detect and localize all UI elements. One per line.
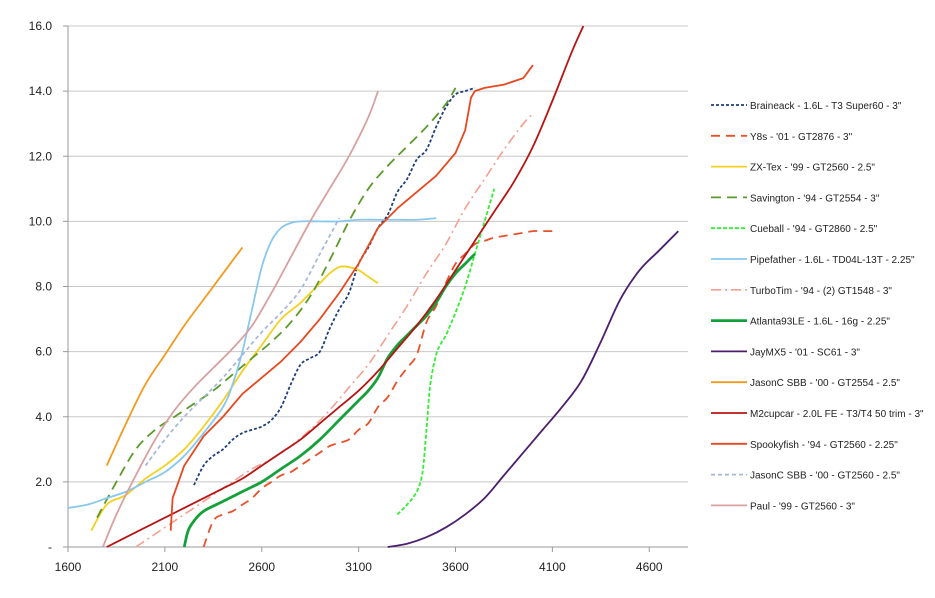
series-line-3 <box>96 87 457 519</box>
series-line-12 <box>144 217 341 467</box>
series-line-6 <box>135 113 534 548</box>
legend-label-4: Cueball - '94 - GT2860 - 2.5" <box>750 224 878 235</box>
legend-item-13: Paul - '99 - GT2560 - 3" <box>711 501 855 512</box>
gridlines <box>68 25 688 483</box>
series-line-13 <box>102 90 379 548</box>
y-tick-label-6: 12.0 <box>29 149 53 163</box>
series-line-10 <box>106 25 585 548</box>
legend-item-7: Atlanta93LE - 1.6L - 16g - 2.25" <box>711 317 890 328</box>
y-tick-label-4: 8.0 <box>35 280 52 294</box>
legend-item-2: ZX-Tex - '99 - GT2560 - 2.5" <box>711 163 875 174</box>
y-tick-label-5: 10.0 <box>29 214 53 228</box>
legend-label-2: ZX-Tex - '99 - GT2560 - 2.5" <box>750 163 875 174</box>
legend-item-5: Pipefather - 1.6L - TD04L-13T - 2.25" <box>711 255 915 266</box>
series-line-5 <box>67 217 437 509</box>
series-line-8 <box>387 230 679 548</box>
series-line-4 <box>396 188 496 516</box>
legend-item-1: Y8s - '01 - GT2876 - 3" <box>711 132 853 143</box>
y-tick-label-8: 16.0 <box>29 19 53 33</box>
legend-item-4: Cueball - '94 - GT2860 - 2.5" <box>711 224 878 235</box>
x-tick-label-5: 4100 <box>539 560 566 574</box>
series-line-1 <box>202 230 553 548</box>
x-tick-label-4: 3600 <box>442 560 469 574</box>
legend: Braineack - 1.6L - T3 Super60 - 3" Y8s - … <box>711 101 924 512</box>
x-tick-label-3: 3100 <box>345 560 372 574</box>
legend-item-11: Spookyfish - '94 - GT2560 - 2.25" <box>711 440 898 451</box>
y-tick-label-2: 4.0 <box>35 410 52 424</box>
y-tick-label-0: - <box>48 540 52 554</box>
series-line-11 <box>169 64 534 531</box>
legend-label-10: M2cupcar - 2.0L FE - T3/T4 50 trim - 3" <box>750 409 924 420</box>
legend-item-0: Braineack - 1.6L - T3 Super60 - 3" <box>711 101 902 112</box>
series-line-7 <box>182 252 476 548</box>
axes <box>63 25 688 552</box>
y-tick-label-7: 14.0 <box>29 84 53 98</box>
legend-item-6: TurboTim - '94 - (2) GT1548 - 3" <box>711 286 892 297</box>
x-tick-label-6: 4600 <box>636 560 663 574</box>
legend-item-9: JasonC SBB - '00 - GT2554 - 2.5" <box>711 378 900 389</box>
legend-label-6: TurboTim - '94 - (2) GT1548 - 3" <box>750 286 892 297</box>
series-line-2 <box>90 265 379 532</box>
legend-label-9: JasonC SBB - '00 - GT2554 - 2.5" <box>750 378 900 389</box>
legend-label-1: Y8s - '01 - GT2876 - 3" <box>750 132 853 143</box>
legend-item-10: M2cupcar - 2.0L FE - T3/T4 50 trim - 3" <box>711 409 924 420</box>
legend-item-8: JayMX5 - '01 - SC61 - 3" <box>711 347 860 358</box>
legend-label-12: JasonC SBB - '00 - GT2560 - 2.5" <box>750 471 900 482</box>
x-tick-label-2: 2600 <box>248 560 275 574</box>
series-lines <box>67 25 679 548</box>
x-tick-label-1: 2100 <box>152 560 179 574</box>
legend-label-7: Atlanta93LE - 1.6L - 16g - 2.25" <box>750 317 890 328</box>
x-tick-label-0: 1600 <box>55 560 82 574</box>
legend-label-5: Pipefather - 1.6L - TD04L-13T - 2.25" <box>750 255 915 266</box>
x-tick-labels: 1600 2100 2600 3100 3600 4100 4600 <box>55 560 663 574</box>
legend-item-3: Savington - '94 - GT2554 - 3" <box>711 193 880 204</box>
legend-label-13: Paul - '99 - GT2560 - 3" <box>750 501 855 512</box>
legend-label-8: JayMX5 - '01 - SC61 - 3" <box>750 347 860 358</box>
y-tick-label-1: 2.0 <box>35 475 52 489</box>
series-line-0 <box>193 87 476 486</box>
y-tick-labels: - 2.0 4.0 6.0 8.0 10.0 12.0 14.0 16.0 <box>29 19 53 554</box>
legend-item-12: JasonC SBB - '00 - GT2560 - 2.5" <box>711 471 900 482</box>
legend-label-3: Savington - '94 - GT2554 - 3" <box>750 193 880 204</box>
y-tick-label-3: 6.0 <box>35 345 52 359</box>
legend-label-11: Spookyfish - '94 - GT2560 - 2.25" <box>750 440 898 451</box>
series-line-9 <box>105 246 244 466</box>
legend-label-0: Braineack - 1.6L - T3 Super60 - 3" <box>750 101 902 112</box>
